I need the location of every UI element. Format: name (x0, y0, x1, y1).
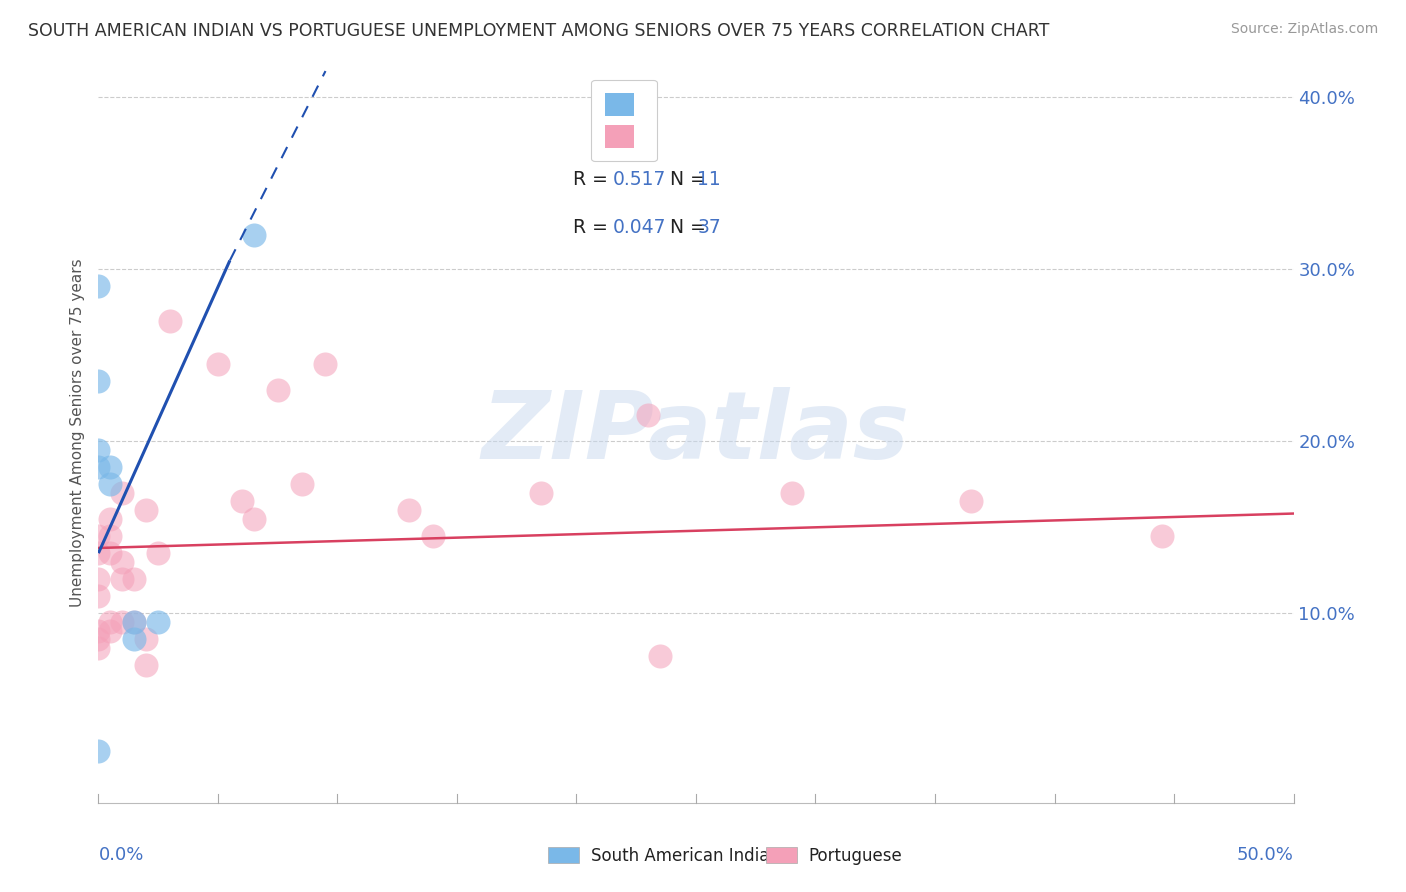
Point (398, 503, 420, 517)
Text: 11: 11 (697, 169, 721, 189)
Point (124, 572, 146, 586)
Point (87, 624, 110, 638)
Point (315, 357, 337, 371)
Point (87, 460, 110, 475)
Point (422, 529, 444, 543)
Text: 0.047: 0.047 (613, 218, 666, 236)
Point (98, 460, 122, 475)
Point (98, 529, 122, 543)
Point (291, 477, 314, 491)
Legend: , : , (591, 79, 658, 161)
Point (1152, 529, 1174, 543)
Text: N =: N = (658, 169, 711, 189)
Point (243, 512, 266, 526)
Point (124, 615, 146, 629)
Point (111, 486, 134, 500)
Text: 50.0%: 50.0% (1237, 846, 1294, 863)
Point (124, 632, 146, 647)
Point (98, 615, 122, 629)
Point (87, 572, 110, 586)
Point (87, 529, 110, 543)
Point (87, 744, 110, 758)
Text: South American Indians: South American Indians (591, 847, 789, 865)
Point (98, 477, 122, 491)
Point (231, 494, 253, 508)
Text: ZIPatlas: ZIPatlas (482, 386, 910, 479)
Point (87, 442, 110, 457)
Point (148, 615, 170, 629)
Text: 0.517: 0.517 (613, 169, 666, 189)
Point (87, 589, 110, 603)
Point (135, 658, 157, 673)
Point (780, 486, 803, 500)
Point (243, 227, 266, 242)
Point (111, 555, 134, 569)
Point (87, 374, 110, 388)
Point (530, 486, 553, 500)
Point (87, 632, 110, 647)
Point (87, 279, 110, 293)
Text: R =: R = (574, 218, 614, 236)
Point (124, 615, 146, 629)
Text: SOUTH AMERICAN INDIAN VS PORTUGUESE UNEMPLOYMENT AMONG SENIORS OVER 75 YEARS COR: SOUTH AMERICAN INDIAN VS PORTUGUESE UNEM… (28, 22, 1049, 40)
Text: Portuguese: Portuguese (808, 847, 903, 865)
Point (267, 383, 290, 397)
Point (98, 512, 122, 526)
Point (648, 649, 672, 664)
Point (98, 546, 122, 560)
Point (111, 615, 134, 629)
Point (87, 546, 110, 560)
Y-axis label: Unemployment Among Seniors over 75 years: Unemployment Among Seniors over 75 years (69, 259, 84, 607)
Point (159, 314, 181, 328)
Point (87, 640, 110, 655)
Text: R =: R = (574, 169, 614, 189)
Bar (766, 847, 797, 863)
Text: 0.0%: 0.0% (98, 846, 143, 863)
Text: 37: 37 (697, 218, 721, 236)
Text: Source: ZipAtlas.com: Source: ZipAtlas.com (1230, 22, 1378, 37)
Point (637, 409, 659, 423)
Point (135, 503, 157, 517)
Text: N =: N = (658, 218, 711, 236)
Point (207, 357, 229, 371)
Point (148, 546, 170, 560)
Point (98, 624, 122, 638)
Bar (548, 847, 579, 863)
Point (960, 494, 983, 508)
Point (135, 632, 157, 647)
Point (111, 572, 134, 586)
